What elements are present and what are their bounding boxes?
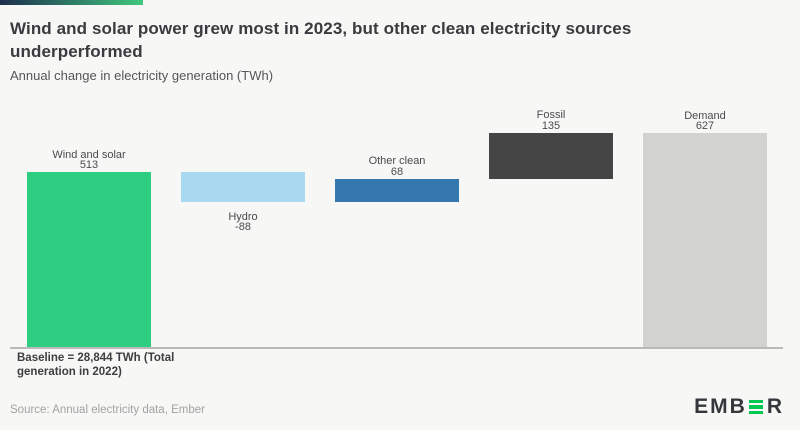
bar-category-label: Fossil	[536, 109, 566, 122]
logo-text-r: R	[766, 395, 784, 418]
logo-green-e-icon	[748, 399, 763, 415]
bar-wind-and-solar	[27, 172, 151, 347]
bar-category-label: Other clean	[368, 155, 426, 168]
ember-logo: EMB R	[694, 395, 784, 419]
bar-value-label: 68	[390, 165, 404, 178]
bar-label-wind-and-solar: Wind and solar 513	[19, 148, 159, 171]
accent-gradient-bar	[0, 0, 143, 5]
bar-demand	[643, 133, 767, 347]
bar-category-label: Demand	[684, 109, 726, 122]
source-text: Source: Annual electricity data, Ember	[10, 404, 205, 416]
bar-value-label: 513	[79, 159, 99, 171]
chart-subtitle: Annual change in electricity generation …	[10, 68, 274, 83]
bar-value-label: 135	[541, 119, 561, 132]
bar-category-label: Hydro	[228, 210, 258, 223]
baseline-axis-line	[10, 347, 783, 349]
bar-label-fossil: Fossil 135	[481, 110, 621, 131]
baseline-note: Baseline = 28,844 TWh (Total generation …	[17, 352, 175, 378]
bar-label-hydro: Hydro -88	[173, 210, 313, 234]
bar-other-clean	[335, 178, 459, 202]
bar-label-demand: Demand 627	[635, 109, 775, 133]
bar-label-other-clean: Other clean 68	[327, 156, 467, 177]
bar-fossil	[489, 132, 613, 179]
logo-text-emb: EMB	[694, 395, 747, 418]
chart-title: Wind and solar power grew most in 2023, …	[10, 19, 632, 61]
bar-value-label: -88	[235, 221, 251, 234]
bar-hydro	[181, 172, 305, 203]
bar-category-label: Wind and solar	[52, 148, 126, 161]
bar-value-label: 627	[695, 120, 715, 133]
